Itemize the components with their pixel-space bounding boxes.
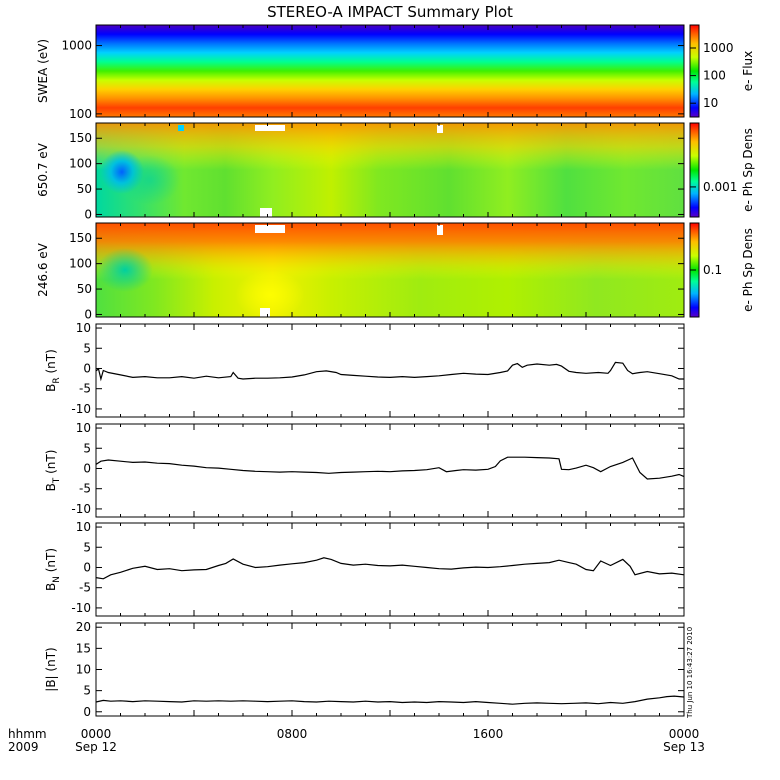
pad246-colorbar-label: e- Ph Sp Dens <box>741 228 755 312</box>
line-panel-ylabel-unit: (nT) <box>44 647 58 675</box>
line-panel-ylabel-sub: R <box>52 377 62 383</box>
spectrogram-ytick-label: 1000 <box>61 39 92 53</box>
line-panel-ylabel-main: B <box>44 384 58 392</box>
line-panel-ytick-label: 5 <box>83 540 91 554</box>
line-panel-ytick-label: 5 <box>83 441 91 455</box>
time-corner-label-year: 2009 <box>8 740 39 754</box>
line-panel-ytick-label: 10 <box>76 421 91 435</box>
colorbar-tick-label: 1000 <box>703 41 734 55</box>
pad650-colorbar <box>689 122 700 218</box>
line-panel-ytick-label: 5 <box>83 684 91 698</box>
swea-colorbar-ticks: 1000 100 10 <box>690 41 734 110</box>
line-panel-ytick-label: 10 <box>76 321 91 335</box>
line-panel-ylabel-unit: (nT) <box>44 548 58 576</box>
line-panel-ylabel-sub: N <box>52 576 62 583</box>
line-panel-ylabel-main: B <box>44 583 58 591</box>
line-panel-ytick-label: -10 <box>71 601 91 615</box>
spectrogram-ytick-label: 50 <box>77 282 92 296</box>
spectrogram-650eV: 650.7 eV 150 100 50 0 0.001 e- Ph Sp Dens <box>36 122 755 221</box>
line-panel-ylabel-main: B <box>44 483 58 491</box>
colorbar-tick-label: 0.001 <box>703 180 737 194</box>
spectrogram-ytick-label: 150 <box>69 231 92 245</box>
line-panel-ytick-label: 10 <box>76 520 91 534</box>
spectrogram-ytick-label: 0 <box>84 207 92 221</box>
line-panel-ylabel: |B| (nT) <box>44 647 58 691</box>
swea-ylabel: SWEA (eV) <box>36 39 50 103</box>
time-tick-label: 1600 <box>473 727 504 741</box>
line-panel-frame <box>95 323 685 418</box>
spectrogram-ytick-label: 100 <box>69 257 92 271</box>
spectrogram-ytick-label: 0 <box>84 307 92 321</box>
colorbar-tick-label: 0.1 <box>703 263 722 277</box>
line-panel-ytick-label: 5 <box>83 341 91 355</box>
pad650-colorbar-ticks: 0.001 <box>690 180 737 194</box>
line-panel-1: 10 5 0 -5 -10 BR (nT) <box>44 321 685 418</box>
line-panel-ytick-label: -5 <box>79 581 91 595</box>
line-panel-ylabel-main: |B| <box>44 675 58 691</box>
time-tick-label: 0000 <box>669 727 700 741</box>
line-panel-4: 20 15 10 5 0 |B| (nT) <box>44 620 685 719</box>
line-panel-ylabel-unit: (nT) <box>44 450 58 478</box>
swea-colorbar-label: e- Flux <box>741 51 755 91</box>
pad650-ylabel: 650.7 eV <box>36 142 50 197</box>
line-panel-ytick-label: -5 <box>79 482 91 496</box>
line-panel-ytick-label: -10 <box>71 502 91 516</box>
pad246-colorbar-ticks: 0.1 <box>690 263 722 277</box>
line-panel-3: 10 5 0 -5 -10 BN (nT) <box>44 520 685 617</box>
time-tick-date: Sep 12 <box>75 740 117 754</box>
colorbar-tick-label: 100 <box>703 69 726 83</box>
line-panel-frame <box>95 522 685 617</box>
chart-title: STEREO-A IMPACT Summary Plot <box>267 3 513 21</box>
line-panel-ylabel-sub: T <box>52 477 62 484</box>
line-panel-ytick-label: 0 <box>83 361 91 375</box>
line-panel-ytick-label: 20 <box>76 620 91 634</box>
generation-timestamp: Thu Jun 10 16:43:27 2010 <box>686 627 694 719</box>
spectrogram-246eV: 246.6 eV 150 100 50 0 0.1 e- Ph Sp Dens <box>36 222 755 321</box>
line-panel-ytick-label: 0 <box>83 461 91 475</box>
line-panel-ylabel-unit: (nT) <box>44 349 58 377</box>
line-panel-ytick-label: 15 <box>76 641 91 655</box>
line-panel-series <box>95 557 685 580</box>
line-panel-series <box>95 456 685 480</box>
line-panel-series <box>95 361 684 382</box>
time-tick-label: 0800 <box>277 727 308 741</box>
swea-spectrogram-image <box>96 25 684 117</box>
pad246-yticks: 150 100 50 0 <box>69 223 685 321</box>
spectrogram-ytick-label: 150 <box>69 131 92 145</box>
line-panel-frame <box>95 423 685 518</box>
spectrogram-ytick-label: 100 <box>69 107 92 121</box>
line-panel-ytick-label: 0 <box>83 560 91 574</box>
swea-yticks: 1000 100 <box>61 25 685 121</box>
time-tick-label: 0000 <box>81 727 112 741</box>
time-tick-date: Sep 13 <box>663 740 705 754</box>
spectrogram-ytick-label: 100 <box>69 157 92 171</box>
line-panel-ytick-label: -5 <box>79 382 91 396</box>
colorbar-tick-label: 10 <box>703 96 718 110</box>
swea-colorbar <box>689 24 700 118</box>
line-panel-ylabel: BN (nT) <box>44 548 62 591</box>
spectrogram-ytick-label: 50 <box>77 182 92 196</box>
pad650-yticks: 150 100 50 0 <box>69 123 685 221</box>
line-panel-series <box>95 695 685 705</box>
line-panel-ytick-label: 0 <box>83 705 91 719</box>
line-panel-ylabel: BR (nT) <box>44 349 62 392</box>
line-panel-ytick-label: -10 <box>71 402 91 416</box>
pad650-colorbar-label: e- Ph Sp Dens <box>741 128 755 212</box>
line-panel-ytick-label: 10 <box>76 663 91 677</box>
spectrogram-swea: SWEA (eV) 1000 100 1000 100 10 e- Flux <box>36 24 755 121</box>
line-panel-2: 10 5 0 -5 -10 BT (nT) <box>44 421 685 518</box>
pad246-ylabel: 246.6 eV <box>36 242 50 297</box>
time-corner-label-hhmm: hhmm <box>8 727 47 741</box>
line-panel-ylabel: BT (nT) <box>44 450 62 492</box>
